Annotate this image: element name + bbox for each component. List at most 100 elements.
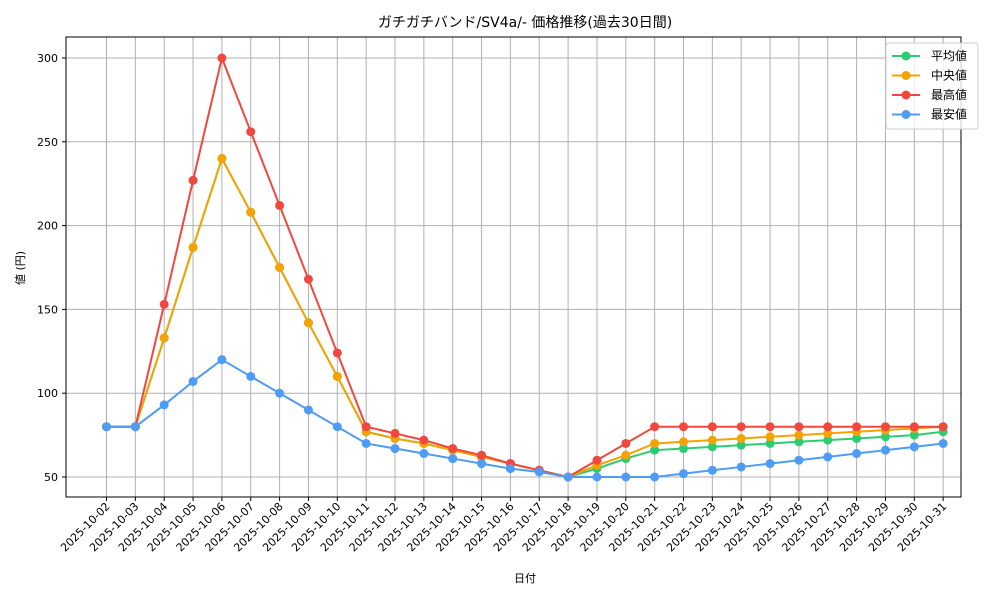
legend-item-2: 最高値 [892, 87, 967, 102]
y-axis-label: 値 (円) [14, 251, 27, 285]
data-point [880, 422, 890, 432]
data-point [303, 405, 313, 415]
data-point [707, 422, 717, 432]
data-point [130, 422, 140, 432]
series-line [106, 156, 944, 479]
data-point [909, 430, 919, 440]
data-point [477, 459, 487, 469]
data-point [361, 438, 371, 448]
data-point [477, 450, 487, 460]
data-point [852, 422, 862, 432]
data-point [823, 422, 833, 432]
data-point [765, 438, 775, 448]
data-point [505, 464, 515, 474]
series-line [106, 358, 944, 478]
y-tick-label: 200 [37, 220, 58, 233]
data-point [823, 428, 833, 438]
legend-label: 最高値 [931, 87, 967, 102]
data-point [217, 355, 227, 365]
data-point [188, 175, 198, 185]
y-tick-label: 150 [37, 303, 58, 316]
legend-marker-icon [901, 110, 911, 119]
data-point [188, 376, 198, 386]
series-2 [102, 53, 948, 482]
data-point [909, 442, 919, 452]
data-point [707, 435, 717, 445]
data-point [909, 422, 919, 432]
data-point [679, 469, 688, 479]
data-point [275, 200, 285, 210]
data-point [303, 318, 313, 328]
plot-area-frame [65, 36, 962, 498]
data-point [419, 435, 429, 445]
data-point [707, 442, 717, 452]
data-point [159, 333, 169, 343]
data-point [217, 154, 227, 164]
data-point [361, 422, 371, 432]
data-point [880, 445, 890, 455]
data-point [448, 454, 458, 464]
data-point [332, 422, 342, 432]
data-point [448, 444, 458, 454]
data-point [390, 444, 400, 454]
data-point [621, 472, 631, 482]
data-point [275, 388, 285, 398]
data-point [823, 452, 833, 462]
series-0 [102, 154, 948, 482]
data-point [332, 348, 342, 358]
data-point [246, 207, 256, 217]
legend-label: 最安値 [931, 107, 967, 122]
data-point [563, 472, 573, 482]
data-point [794, 430, 804, 440]
data-point [736, 422, 746, 432]
y-tick-label: 100 [37, 387, 58, 400]
y-tick-label: 250 [37, 136, 58, 149]
data-point [852, 433, 862, 443]
data-point [592, 472, 602, 482]
data-point [938, 438, 948, 448]
data-point [650, 472, 660, 482]
legend-item-3: 最安値 [892, 107, 967, 122]
data-point [938, 422, 948, 432]
data-point [592, 455, 602, 465]
y-axis-ticks: 50 100 150 200 250 300 [37, 52, 66, 484]
data-point [621, 438, 631, 448]
data-point [707, 465, 717, 475]
chart-title: ガチガチバンド/SV4a/- 価格推移(過去30日間) [378, 15, 672, 31]
data-point [390, 428, 400, 438]
x-axis-label: 日付 [514, 572, 536, 585]
y-tick-label: 300 [37, 52, 58, 65]
data-point [419, 449, 429, 459]
legend-label: 中央値 [931, 68, 967, 83]
data-point [650, 438, 660, 448]
data-point [650, 445, 660, 455]
legend-label: 平均値 [931, 48, 967, 63]
data-point [303, 274, 313, 284]
data-point [332, 371, 342, 381]
data-point [679, 437, 688, 447]
legend-item-0: 平均値 [892, 48, 967, 63]
data-point [159, 299, 169, 309]
series-line [106, 54, 944, 479]
data-point [765, 459, 775, 469]
data-point [765, 422, 775, 432]
data-point [275, 263, 285, 272]
data-point [246, 127, 256, 137]
data-point [102, 422, 111, 432]
data-point [794, 455, 804, 465]
y-tick-label: 50 [44, 471, 58, 484]
legend-marker-icon [901, 51, 911, 61]
legend-item-1: 中央値 [892, 68, 967, 83]
data-point [794, 437, 804, 447]
series-line [106, 156, 944, 479]
data-point [880, 432, 890, 442]
legend-box [885, 42, 979, 130]
data-point [159, 400, 169, 410]
data-point [823, 435, 833, 445]
data-point [794, 422, 804, 432]
data-point [736, 433, 746, 443]
data-point [188, 242, 198, 252]
data-point [650, 422, 660, 432]
